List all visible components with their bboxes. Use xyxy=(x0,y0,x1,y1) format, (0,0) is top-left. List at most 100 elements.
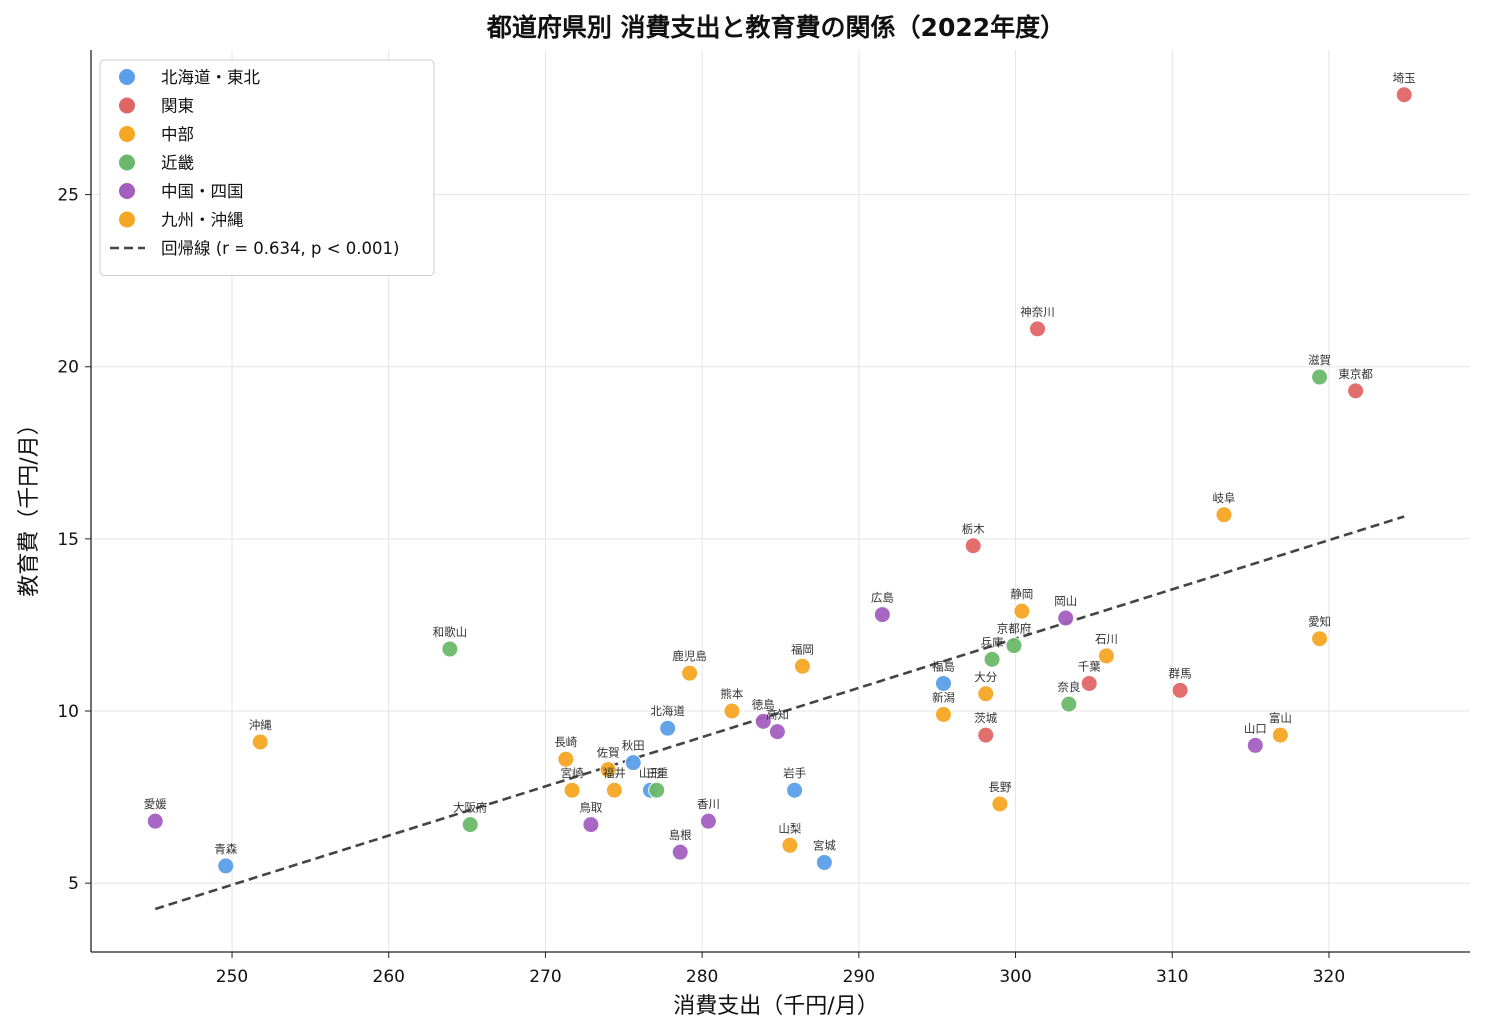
axes: 250 260 270 280 290 300 310 320 5 10 15 20 25 xyxy=(57,50,1470,987)
data-point xyxy=(1311,368,1329,386)
data-point xyxy=(146,812,164,830)
data-point xyxy=(934,674,952,692)
point-label: 沖縄 xyxy=(249,718,272,732)
point-label: 愛知 xyxy=(1308,615,1331,629)
legend-marker xyxy=(119,126,135,142)
point-label: 島根 xyxy=(669,828,692,842)
point-label: 青森 xyxy=(214,842,237,856)
data-point xyxy=(977,685,995,703)
point-label: 富山 xyxy=(1269,711,1292,725)
data-point xyxy=(1028,320,1046,338)
data-point xyxy=(441,640,459,658)
data-point xyxy=(1013,602,1031,620)
data-point xyxy=(964,537,982,555)
legend-marker xyxy=(119,154,135,171)
point-label: 埼玉 xyxy=(1393,71,1416,85)
point-label: 北海道 xyxy=(650,704,685,718)
legend-marker xyxy=(119,211,135,228)
point-label: 高知 xyxy=(766,708,789,722)
point-label: 滋賀 xyxy=(1308,353,1331,367)
data-point xyxy=(1215,506,1233,524)
point-label: 山形 xyxy=(639,766,662,780)
legend-label: 中部 xyxy=(161,125,194,144)
y-tick-label: 10 xyxy=(57,702,79,722)
point-label: 和歌山 xyxy=(433,625,468,639)
point-label: 千葉 xyxy=(1078,659,1101,673)
point-label: 佐賀 xyxy=(597,746,620,760)
point-label: 愛媛 xyxy=(144,797,167,811)
data-point xyxy=(1246,736,1264,754)
x-tick-label: 320 xyxy=(1313,967,1345,987)
x-tick-label: 270 xyxy=(529,967,561,987)
point-label: 福岡 xyxy=(791,642,814,656)
point-label: 兵庫 xyxy=(981,635,1004,649)
legend-marker xyxy=(119,183,135,199)
point-label: 三重 xyxy=(645,766,668,780)
x-axis-label: 消費支出（千円/月） xyxy=(673,994,878,1019)
point-label: 香川 xyxy=(697,797,720,811)
data-point xyxy=(873,606,891,624)
chart-title: 都道府県別 消費支出と教育費の関係（2022年度） xyxy=(486,13,1065,42)
point-label: 福島 xyxy=(932,659,955,673)
data-point xyxy=(1057,609,1075,627)
data-point xyxy=(781,836,799,854)
data-point xyxy=(563,781,581,799)
legend-label: 中国・四国 xyxy=(161,182,244,201)
point-label: 熊本 xyxy=(720,687,743,701)
y-tick-label: 15 xyxy=(57,530,79,550)
data-point xyxy=(1080,674,1098,692)
data-point xyxy=(723,702,741,720)
point-label: 長野 xyxy=(988,780,1011,794)
data-point xyxy=(934,705,952,723)
point-label: 宮城 xyxy=(813,838,836,852)
data-point xyxy=(1347,382,1365,400)
point-label: 京都府 xyxy=(997,622,1032,636)
data-point xyxy=(599,761,617,779)
y-tick-label: 5 xyxy=(68,874,79,894)
x-tick-label: 310 xyxy=(1156,967,1188,987)
data-point xyxy=(786,781,804,799)
data-point xyxy=(671,843,689,861)
point-label: 新潟 xyxy=(932,690,955,704)
data-point xyxy=(1311,630,1329,648)
data-point xyxy=(1097,647,1115,665)
point-label: 奈良 xyxy=(1057,680,1080,694)
regression-line xyxy=(154,515,1405,911)
legend-label: 北海道・東北 xyxy=(161,68,261,87)
legend-label: 近畿 xyxy=(161,154,194,173)
data-point xyxy=(793,657,811,675)
data-point xyxy=(582,816,600,834)
y-tick-label: 25 xyxy=(57,186,79,206)
y-tick-label: 20 xyxy=(57,358,79,378)
data-point xyxy=(624,754,642,772)
point-label: 神奈川 xyxy=(1020,305,1055,319)
legend-regression-label: 回帰線 (r = 0.634, p < 0.001) xyxy=(161,239,399,258)
data-point xyxy=(1395,86,1413,104)
data-point xyxy=(461,816,479,834)
legend-marker xyxy=(119,69,135,85)
data-point xyxy=(648,781,666,799)
data-point xyxy=(1271,726,1289,744)
point-label: 静岡 xyxy=(1010,587,1033,601)
data-point xyxy=(605,781,623,799)
y-axis-label: 教育費（千円/月） xyxy=(17,413,42,596)
point-label: 大阪府 xyxy=(453,801,488,815)
data-point xyxy=(699,812,717,830)
legend-label: 関東 xyxy=(161,97,194,116)
point-label: 山梨 xyxy=(778,821,801,835)
point-label: 岐阜 xyxy=(1212,491,1235,505)
legend-marker xyxy=(119,97,135,114)
data-point xyxy=(1171,681,1189,699)
data-point xyxy=(983,650,1001,668)
point-label: 宮崎 xyxy=(561,766,584,780)
x-tick-label: 280 xyxy=(686,967,718,987)
point-label: 秋田 xyxy=(622,739,645,753)
point-label: 鳥取 xyxy=(579,801,602,815)
x-tick-label: 290 xyxy=(843,967,875,987)
point-label: 福井 xyxy=(603,766,626,780)
point-label: 岡山 xyxy=(1054,594,1077,608)
data-point xyxy=(251,733,269,751)
